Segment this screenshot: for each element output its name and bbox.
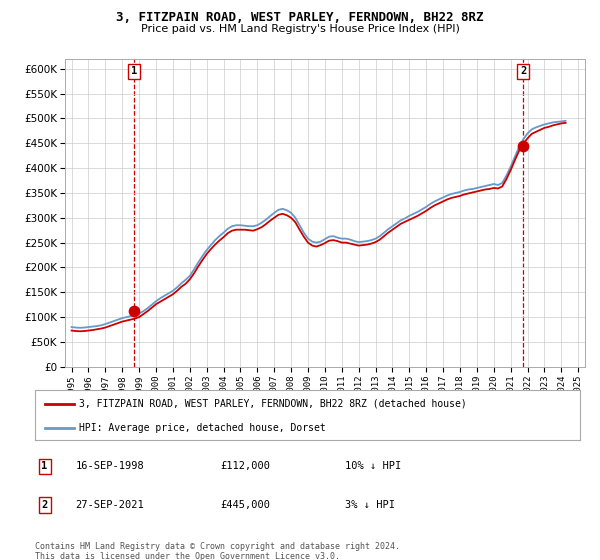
Text: 3, FITZPAIN ROAD, WEST PARLEY, FERNDOWN, BH22 8RZ (detached house): 3, FITZPAIN ROAD, WEST PARLEY, FERNDOWN,…	[79, 399, 467, 409]
Text: Price paid vs. HM Land Registry's House Price Index (HPI): Price paid vs. HM Land Registry's House …	[140, 24, 460, 34]
Text: 3% ↓ HPI: 3% ↓ HPI	[346, 500, 395, 510]
Point	[130, 307, 139, 316]
Text: 27-SEP-2021: 27-SEP-2021	[76, 500, 145, 510]
Text: £445,000: £445,000	[220, 500, 270, 510]
Text: 16-SEP-1998: 16-SEP-1998	[76, 461, 145, 472]
Text: 2: 2	[520, 67, 526, 77]
Text: 10% ↓ HPI: 10% ↓ HPI	[346, 461, 401, 472]
Text: 1: 1	[131, 67, 137, 77]
Text: £112,000: £112,000	[220, 461, 270, 472]
Text: 1: 1	[41, 461, 48, 472]
Point	[518, 141, 528, 150]
Text: 2: 2	[41, 500, 48, 510]
Text: 3, FITZPAIN ROAD, WEST PARLEY, FERNDOWN, BH22 8RZ: 3, FITZPAIN ROAD, WEST PARLEY, FERNDOWN,…	[116, 11, 484, 24]
Text: Contains HM Land Registry data © Crown copyright and database right 2024.
This d: Contains HM Land Registry data © Crown c…	[35, 542, 400, 560]
Text: HPI: Average price, detached house, Dorset: HPI: Average price, detached house, Dors…	[79, 423, 326, 432]
